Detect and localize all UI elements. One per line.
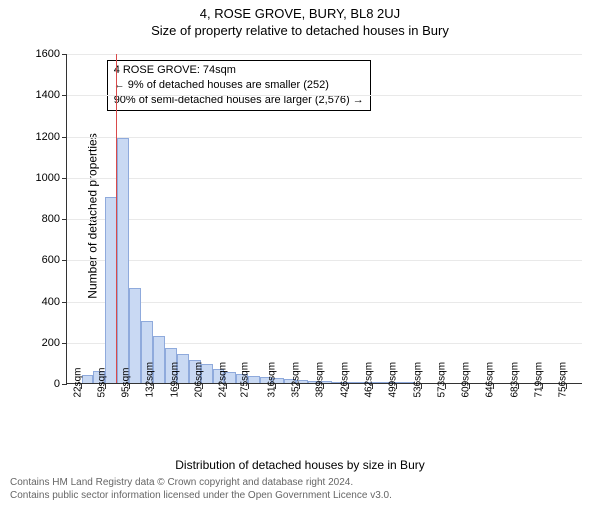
y-tick-mark (62, 54, 67, 55)
y-tick-label: 1400 (20, 89, 60, 101)
annotation-line: ← 9% of detached houses are smaller (252… (114, 78, 364, 93)
x-axis-label: Distribution of detached houses by size … (0, 458, 600, 472)
annotation-line: 4 ROSE GROVE: 74sqm (114, 63, 364, 78)
gridline (67, 54, 582, 55)
y-tick-label: 400 (20, 296, 60, 308)
gridline (67, 137, 582, 138)
page-title: 4, ROSE GROVE, BURY, BL8 2UJ (0, 6, 600, 21)
y-tick-label: 1000 (20, 172, 60, 184)
y-tick-mark (62, 384, 67, 385)
y-tick-mark (62, 302, 67, 303)
reference-line (116, 54, 117, 383)
y-tick-mark (62, 95, 67, 96)
y-tick-label: 1600 (20, 48, 60, 60)
gridline (67, 95, 582, 96)
y-tick-mark (62, 178, 67, 179)
attribution-line: Contains public sector information licen… (10, 490, 392, 503)
attribution-line: Contains HM Land Registry data © Crown c… (10, 477, 392, 490)
chart-area: 4 ROSE GROVE: 74sqm← 9% of detached hous… (66, 54, 582, 424)
y-tick-label: 800 (20, 213, 60, 225)
annotation-box: 4 ROSE GROVE: 74sqm← 9% of detached hous… (107, 60, 371, 111)
y-tick-mark (62, 260, 67, 261)
gridline (67, 260, 582, 261)
attribution: Contains HM Land Registry data © Crown c… (10, 477, 392, 502)
y-tick-label: 600 (20, 254, 60, 266)
y-tick-label: 200 (20, 337, 60, 349)
chart-root: 4, ROSE GROVE, BURY, BL8 2UJ Size of pro… (0, 6, 600, 506)
page-subtitle: Size of property relative to detached ho… (0, 23, 600, 38)
gridline (67, 302, 582, 303)
histogram-bar (117, 138, 129, 383)
plot-area: 4 ROSE GROVE: 74sqm← 9% of detached hous… (66, 54, 582, 384)
y-tick-mark (62, 219, 67, 220)
gridline (67, 219, 582, 220)
y-tick-label: 1200 (20, 131, 60, 143)
gridline (67, 178, 582, 179)
y-tick-mark (62, 137, 67, 138)
y-tick-mark (62, 343, 67, 344)
y-tick-label: 0 (20, 378, 60, 390)
